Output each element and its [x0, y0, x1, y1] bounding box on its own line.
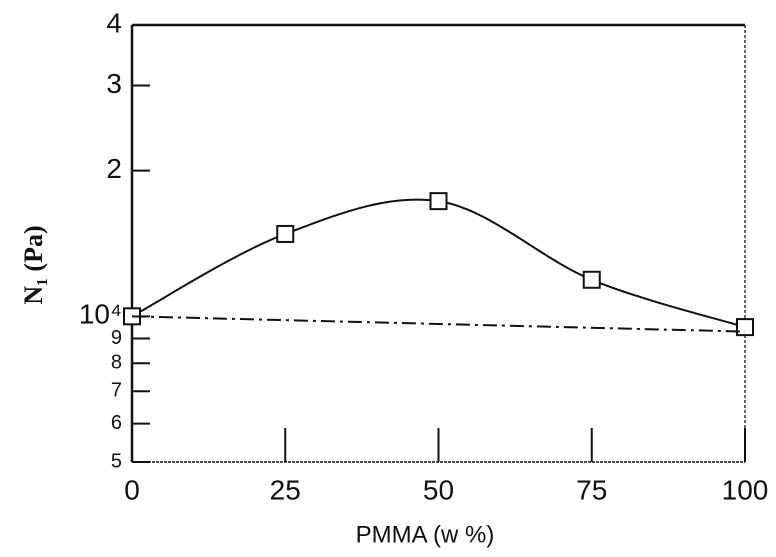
- marker: [582, 270, 601, 289]
- marker: [429, 192, 448, 211]
- marker: [736, 318, 754, 337]
- y-tick-label: 10⁴: [79, 299, 122, 330]
- x-tick-label: 25: [270, 474, 301, 505]
- y-tick-label: 4: [106, 7, 122, 38]
- y-tick-label: 5: [111, 450, 122, 472]
- series-line: [131, 198, 746, 329]
- y-axis-label: N₁ (Pa): [19, 225, 48, 304]
- x-axis-label: PMMA (w %): [356, 521, 495, 548]
- series-line: [131, 315, 746, 333]
- x-tick-label: 100: [722, 474, 769, 505]
- y-tick-label: 9: [111, 327, 122, 349]
- x-tick-label: 75: [576, 474, 607, 505]
- marker: [276, 224, 295, 243]
- x-tick-label: 50: [423, 474, 454, 505]
- y-tick-label: 3: [106, 68, 122, 99]
- x-tick-label: 0: [124, 474, 140, 505]
- y-tick-label: 8: [111, 352, 122, 374]
- y-tick-label: 6: [111, 412, 122, 434]
- y-tick-label: 2: [106, 153, 122, 184]
- y-tick-label: 7: [111, 380, 122, 402]
